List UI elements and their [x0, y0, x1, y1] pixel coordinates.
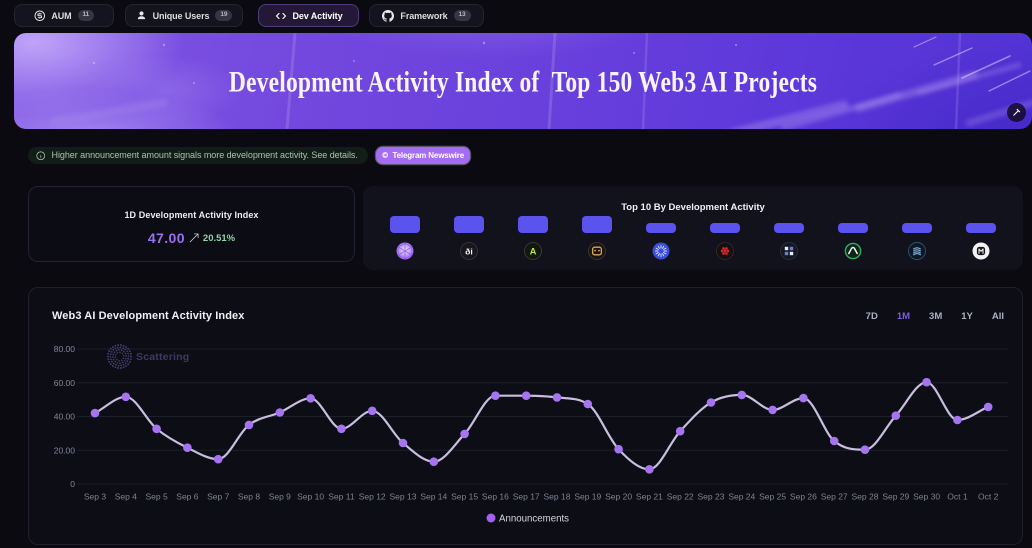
svg-text:Sep 9: Sep 9 — [269, 492, 291, 502]
svg-text:40.00: 40.00 — [54, 412, 76, 422]
svg-text:Sep 23: Sep 23 — [698, 492, 725, 502]
svg-text:Sep 24: Sep 24 — [728, 492, 755, 502]
svg-text:Sep 7: Sep 7 — [207, 492, 229, 502]
svg-text:Oct 1: Oct 1 — [947, 492, 968, 502]
svg-text:Sep 30: Sep 30 — [913, 492, 940, 502]
svg-text:Sep 28: Sep 28 — [852, 492, 879, 502]
svg-text:Sep 3: Sep 3 — [84, 492, 106, 502]
svg-text:Sep 19: Sep 19 — [574, 492, 601, 502]
svg-text:60.00: 60.00 — [54, 378, 76, 388]
svg-text:Sep 4: Sep 4 — [115, 492, 137, 502]
svg-text:Sep 18: Sep 18 — [544, 492, 571, 502]
svg-text:Sep 25: Sep 25 — [759, 492, 786, 502]
svg-text:Sep 26: Sep 26 — [790, 492, 817, 502]
svg-text:80.00: 80.00 — [54, 344, 76, 354]
svg-text:Scattering: Scattering — [136, 351, 189, 363]
svg-text:Sep 16: Sep 16 — [482, 492, 509, 502]
svg-text:Sep 12: Sep 12 — [359, 492, 386, 502]
svg-text:0: 0 — [70, 479, 75, 489]
svg-text:Sep 15: Sep 15 — [451, 492, 478, 502]
svg-text:Announcements: Announcements — [499, 514, 569, 525]
svg-text:ði: ði — [465, 246, 473, 256]
svg-text:Sep 6: Sep 6 — [176, 492, 198, 502]
svg-text:Sep 8: Sep 8 — [238, 492, 260, 502]
svg-text:Sep 27: Sep 27 — [821, 492, 848, 502]
svg-text:Sep 22: Sep 22 — [667, 492, 694, 502]
svg-text:Sep 20: Sep 20 — [605, 492, 632, 502]
svg-text:Oct 2: Oct 2 — [978, 492, 999, 502]
svg-text:Sep 13: Sep 13 — [390, 492, 417, 502]
svg-text:Sep 29: Sep 29 — [882, 492, 909, 502]
svg-text:Sep 14: Sep 14 — [420, 492, 447, 502]
svg-text:Sep 11: Sep 11 — [328, 492, 355, 502]
svg-text:Sep 10: Sep 10 — [297, 492, 324, 502]
svg-text:Sep 5: Sep 5 — [145, 492, 167, 502]
svg-text:Sep 21: Sep 21 — [636, 492, 663, 502]
svg-text:20.00: 20.00 — [54, 445, 76, 455]
svg-text:Sep 17: Sep 17 — [513, 492, 540, 502]
svg-text:A: A — [530, 247, 537, 258]
